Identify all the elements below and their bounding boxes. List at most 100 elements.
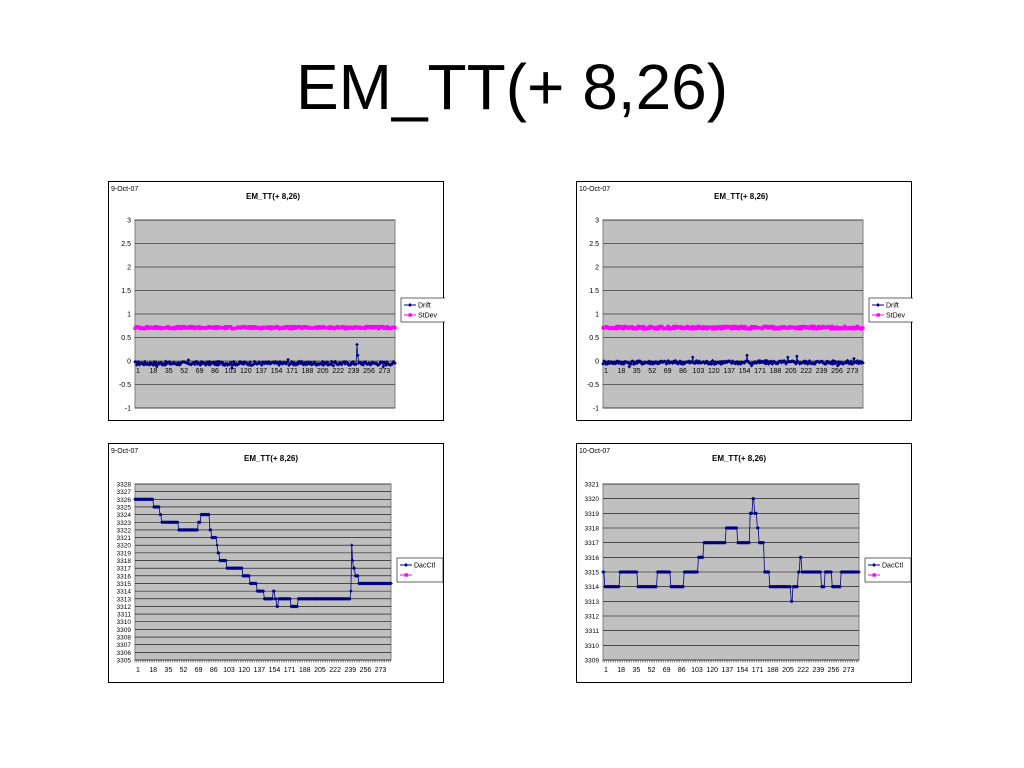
y-tick-label: 3314 <box>585 584 600 591</box>
y-tick-label: 3321 <box>585 482 600 489</box>
slide-title: EM_TT(+ 8,26) <box>295 51 729 123</box>
data-point <box>151 363 155 367</box>
data-point <box>331 363 336 368</box>
x-tick-label: 18 <box>617 667 625 674</box>
data-point <box>247 574 251 578</box>
data-point <box>679 361 683 366</box>
y-tick-label: 3307 <box>117 642 132 649</box>
data-point <box>783 359 787 364</box>
x-tick-label: 103 <box>691 667 703 674</box>
data-point <box>201 360 205 364</box>
data-point <box>719 327 723 331</box>
data-point <box>291 327 295 331</box>
chart-dacctl-10oct: 10-Oct-07 EM_TT(+ 8,26) 3321 3320 3319 3318 33… <box>576 443 912 683</box>
data-point <box>807 359 812 363</box>
data-point <box>677 360 681 365</box>
x-tick-label: 120 <box>238 667 250 674</box>
x-tick-label: 171 <box>754 368 766 375</box>
data-point <box>215 359 220 364</box>
data-point <box>692 327 697 331</box>
data-point <box>166 361 171 365</box>
y-tick-label: 3318 <box>117 558 132 565</box>
data-point <box>188 324 192 329</box>
data-point <box>348 596 352 601</box>
data-point <box>663 359 668 364</box>
y-tick-label: 3320 <box>585 496 600 503</box>
y-tick-label: 2.5 <box>121 241 131 248</box>
data-point <box>192 325 196 329</box>
data-point <box>686 360 690 365</box>
data-point <box>646 361 651 365</box>
data-point <box>337 360 342 365</box>
data-point <box>233 363 238 367</box>
data-point <box>278 359 282 364</box>
chart-dacctl-10oct-svg: 10-Oct-07 EM_TT(+ 8,26) 3321 3320 3319 3318 33… <box>579 448 912 674</box>
data-point <box>386 325 390 329</box>
x-tick-label: 273 <box>375 667 387 674</box>
x-tick-label: 137 <box>253 667 265 674</box>
data-point <box>272 589 276 593</box>
data-point <box>627 364 632 369</box>
y-tick-label: 3312 <box>117 604 132 611</box>
data-point <box>657 326 661 330</box>
data-point <box>244 361 249 365</box>
x-tick-label: 188 <box>767 667 779 674</box>
x-tick-label: 69 <box>663 667 671 674</box>
x-tick-label: 35 <box>165 368 173 375</box>
chart-date-label: 9-Oct-07 <box>111 186 138 193</box>
y-tick-label: 3314 <box>117 589 132 596</box>
legend-marker <box>876 313 880 317</box>
data-point <box>733 361 738 366</box>
data-point <box>694 358 699 363</box>
x-tick-label: 256 <box>828 667 840 674</box>
data-point <box>732 324 736 328</box>
data-point <box>654 327 659 331</box>
data-point <box>348 363 353 367</box>
data-point <box>198 363 203 367</box>
y-tick-label: -1 <box>125 406 131 413</box>
data-point <box>345 360 349 365</box>
data-point <box>221 361 226 366</box>
data-point <box>223 327 227 331</box>
y-tick-label: 0.5 <box>589 335 599 342</box>
data-point <box>273 359 278 364</box>
data-point <box>830 324 834 328</box>
data-point <box>299 359 304 364</box>
data-point <box>325 360 329 364</box>
x-tick-label: 188 <box>302 368 314 375</box>
x-tick-label: 205 <box>317 368 329 375</box>
data-point <box>785 360 789 365</box>
data-point <box>288 596 293 601</box>
data-point <box>647 359 652 364</box>
data-point <box>825 359 830 364</box>
data-point <box>209 528 213 532</box>
x-tick-label: 137 <box>721 667 733 674</box>
data-point <box>810 325 814 329</box>
legend-marker <box>408 303 412 307</box>
data-point <box>829 327 833 331</box>
data-point <box>861 326 865 330</box>
data-point <box>352 566 357 570</box>
data-point <box>614 327 618 331</box>
data-point <box>790 599 794 604</box>
data-point <box>333 359 338 364</box>
data-point <box>617 359 622 364</box>
data-point <box>195 528 200 532</box>
chart-date-label: 9-Oct-07 <box>111 448 138 455</box>
data-point <box>640 325 644 329</box>
data-point <box>855 326 859 330</box>
data-point <box>636 324 640 328</box>
data-point <box>685 324 689 328</box>
data-point <box>659 360 663 365</box>
data-point <box>820 359 825 364</box>
y-tick-label: 3315 <box>117 581 132 588</box>
x-tick-label: 120 <box>706 667 718 674</box>
data-point <box>289 324 293 329</box>
data-point <box>203 363 208 367</box>
data-point <box>754 511 759 516</box>
x-tick-label: 69 <box>664 368 672 375</box>
x-tick-label: 18 <box>149 667 157 674</box>
y-tick-label: 3328 <box>117 482 132 489</box>
data-point <box>351 359 356 364</box>
data-point <box>178 362 183 367</box>
